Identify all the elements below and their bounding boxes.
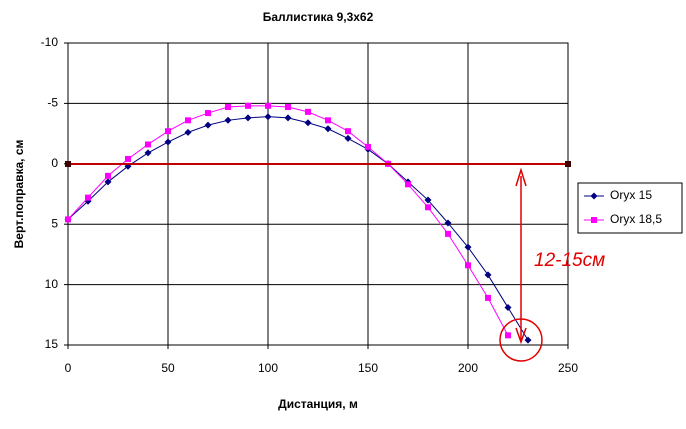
marker: [524, 336, 532, 344]
legend-label: Oryx 18,5: [610, 212, 662, 226]
marker: [505, 332, 511, 339]
marker: [244, 114, 252, 122]
x-tick-label: 100: [258, 361, 278, 375]
x-tick-label: 200: [458, 361, 478, 375]
marker: [224, 116, 232, 124]
marker: [65, 216, 71, 223]
marker: [145, 141, 151, 148]
zero-line-end: [65, 161, 71, 167]
marker: [85, 194, 91, 201]
marker: [164, 138, 172, 146]
marker: [284, 114, 292, 122]
annotation-circle: [499, 318, 543, 362]
marker: [484, 271, 492, 279]
marker: [345, 128, 351, 135]
marker: [444, 219, 452, 227]
marker: [204, 121, 212, 129]
marker: [184, 128, 192, 136]
annotation: 12-15см: [534, 250, 605, 271]
x-tick-label: 50: [161, 361, 175, 375]
marker: [304, 119, 312, 127]
legend-marker: [590, 192, 598, 200]
series-line: [67, 116, 529, 341]
y-tick-label: 10: [45, 277, 59, 291]
marker: [424, 196, 432, 204]
y-tick-label: 0: [51, 156, 58, 170]
x-axis-label: Дистанция, м: [278, 397, 358, 411]
marker: [485, 294, 491, 301]
zero-line-end: [565, 161, 571, 167]
legend-label: Oryx 15: [610, 188, 652, 202]
chart-title: Баллистика 9,3x62: [263, 10, 374, 24]
marker: [324, 125, 332, 133]
marker: [265, 102, 271, 109]
plot-frame: [67, 42, 569, 346]
marker: [144, 149, 152, 157]
marker: [165, 128, 171, 135]
x-tick-label: 0: [65, 361, 72, 375]
annotation-arrowhead: [515, 327, 527, 345]
legend-marker: [591, 217, 597, 223]
y-tick-label: -10: [41, 35, 59, 49]
marker: [504, 304, 512, 312]
marker: [425, 204, 431, 211]
y-tick-label: -5: [47, 96, 58, 110]
marker: [464, 243, 472, 251]
marker: [185, 117, 191, 124]
marker: [105, 172, 111, 179]
marker: [365, 143, 371, 150]
y-axis-label: Верт.поправка, см: [12, 139, 26, 248]
marker: [285, 104, 291, 111]
marker: [205, 110, 211, 117]
marker: [225, 104, 231, 111]
legend: [577, 182, 683, 234]
marker: [125, 155, 131, 162]
marker: [264, 113, 272, 121]
marker: [104, 178, 112, 186]
x-tick-label: 250: [558, 361, 578, 375]
marker: [344, 134, 352, 142]
y-tick-label: 5: [51, 216, 58, 230]
y-tick-label: 15: [45, 337, 59, 351]
marker: [405, 181, 411, 188]
marker: [245, 102, 251, 109]
x-tick-label: 150: [358, 361, 378, 375]
marker: [305, 108, 311, 115]
marker: [465, 262, 471, 269]
annotation-arrowhead: [515, 167, 527, 187]
marker: [445, 230, 451, 237]
marker: [325, 117, 331, 124]
